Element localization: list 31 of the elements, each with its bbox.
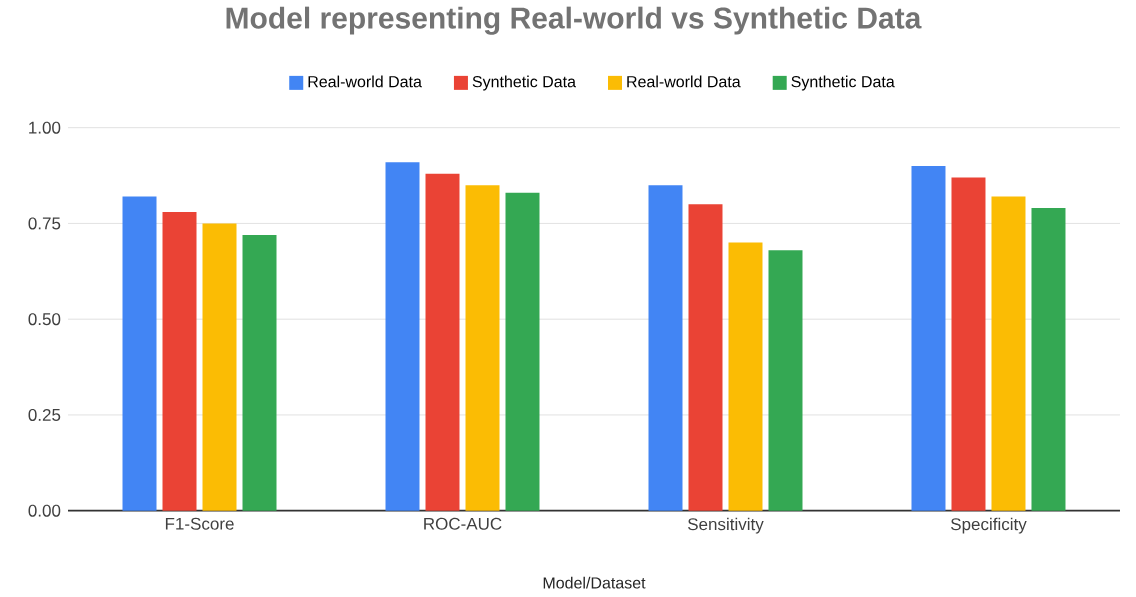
bar bbox=[728, 242, 763, 511]
legend-label: Synthetic Data bbox=[472, 75, 576, 91]
x-tick-label: F1-Score bbox=[165, 517, 234, 530]
x-tick-label: Sensitivity bbox=[688, 517, 764, 534]
y-tick-label: 0.75 bbox=[28, 217, 61, 230]
bar bbox=[162, 212, 197, 511]
x-tick-label: ROC-AUC bbox=[424, 517, 502, 530]
bar bbox=[768, 250, 803, 511]
bar bbox=[202, 223, 237, 511]
bar bbox=[425, 173, 460, 511]
bar bbox=[991, 196, 1026, 511]
y-tick-label: 1.00 bbox=[29, 121, 61, 134]
legend-label: Real-world Data bbox=[308, 75, 422, 88]
bar bbox=[385, 162, 420, 511]
bar bbox=[911, 166, 946, 511]
bar bbox=[951, 177, 986, 511]
y-tick-label: 0.00 bbox=[28, 504, 61, 517]
chart-title: Model representing Real-world vs Synthetic Data bbox=[226, 6, 922, 35]
bar bbox=[122, 196, 157, 511]
bar bbox=[505, 192, 540, 511]
bar bbox=[688, 204, 723, 511]
bar bbox=[465, 185, 500, 511]
bar bbox=[648, 185, 683, 511]
y-tick-label: 0.25 bbox=[28, 409, 61, 422]
x-tick-label: Specificity bbox=[951, 517, 1027, 534]
x-axis-title: Model/Dataset bbox=[543, 576, 646, 589]
legend-label: Real-world Data bbox=[627, 75, 741, 88]
legend-label: Synthetic Data bbox=[791, 75, 895, 91]
y-tick-label: 0.50 bbox=[28, 313, 61, 326]
bar bbox=[1031, 208, 1066, 511]
bar bbox=[242, 235, 277, 511]
